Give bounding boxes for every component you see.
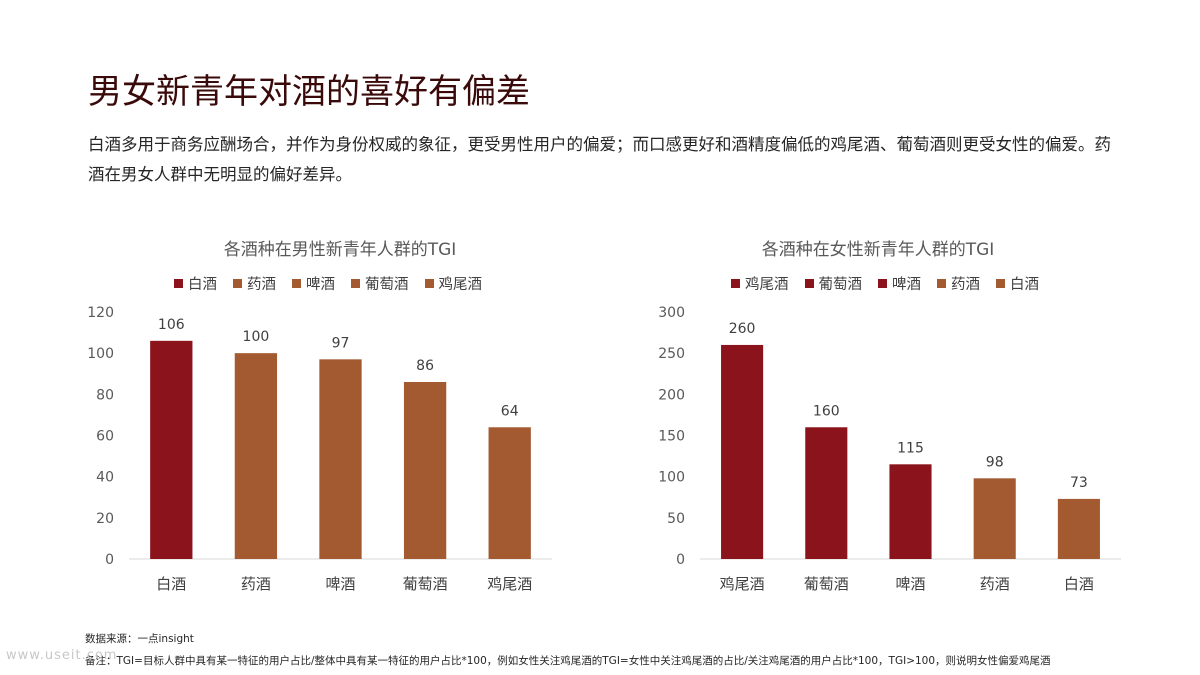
data-label: 100 bbox=[243, 329, 270, 345]
legend-swatch bbox=[292, 279, 301, 288]
bar bbox=[319, 359, 362, 559]
legend-swatch bbox=[731, 279, 740, 288]
data-label: 260 bbox=[729, 321, 756, 337]
legend-label: 葡萄酒 bbox=[365, 277, 409, 293]
y-tick-label: 100 bbox=[658, 470, 685, 486]
x-tick-label: 鸡尾酒 bbox=[487, 575, 532, 593]
legend-swatch bbox=[878, 279, 887, 288]
chart-female-tgi: 0 50 100 150 200 250 300 260 鸡尾酒 160 葡萄酒 115 啤酒 98 药酒 7… bbox=[658, 305, 1121, 593]
legend-label: 白酒 bbox=[188, 277, 217, 293]
legend-label: 药酒 bbox=[951, 277, 980, 293]
legend-swatch bbox=[804, 279, 814, 288]
legend-item: 白酒 bbox=[174, 273, 217, 294]
y-tick-label: 0 bbox=[105, 552, 114, 568]
legend-item: 白酒 bbox=[996, 273, 1039, 294]
data-label: 97 bbox=[332, 335, 350, 351]
legend-item: 啤酒 bbox=[292, 273, 335, 294]
legend-female: 鸡尾酒 葡萄酒 啤酒 药酒 白酒 bbox=[731, 273, 1039, 294]
data-label: 115 bbox=[897, 440, 924, 456]
legend-label: 白酒 bbox=[1010, 277, 1039, 293]
x-tick-label: 葡萄酒 bbox=[403, 575, 448, 593]
x-tick-label: 啤酒 bbox=[895, 575, 925, 593]
data-source: 数据来源：一点insight bbox=[85, 633, 194, 645]
bar bbox=[1057, 498, 1100, 559]
chart-title-female: 各酒种在女性新青年人群的TGI bbox=[761, 240, 995, 260]
bar bbox=[234, 353, 278, 559]
data-label: 98 bbox=[986, 454, 1004, 470]
chart-male-tgi: 0 20 40 60 80 100 120 106 白酒 100 药酒 97 啤酒 86 葡萄酒 64 鸡尾酒 bbox=[87, 305, 552, 593]
page-title: 男女新青年对酒的喜好有偏差 bbox=[88, 72, 530, 112]
x-tick-label: 啤酒 bbox=[325, 575, 355, 593]
y-tick-label: 20 bbox=[96, 511, 114, 527]
legend-label: 葡萄酒 bbox=[818, 277, 863, 293]
y-tick-label: 0 bbox=[676, 552, 685, 568]
bar bbox=[403, 381, 447, 559]
footnote: 备注：TGI=目标人群中具有某一特征的用户占比/整体中具有某一特征的用户占比*1… bbox=[85, 655, 1051, 667]
x-tick-label: 药酒 bbox=[241, 575, 271, 593]
y-tick-label: 40 bbox=[96, 470, 114, 486]
bar bbox=[889, 464, 932, 559]
legend-label: 鸡尾酒 bbox=[745, 277, 789, 293]
data-label: 160 bbox=[813, 403, 840, 419]
legend-swatch bbox=[351, 279, 360, 288]
y-tick-label: 50 bbox=[667, 511, 685, 527]
bar bbox=[488, 427, 531, 559]
y-tick-label: 300 bbox=[658, 305, 685, 321]
y-tick-label: 200 bbox=[658, 387, 685, 403]
legend-swatch bbox=[174, 279, 183, 288]
data-label: 86 bbox=[416, 358, 434, 374]
y-tick-label: 60 bbox=[96, 429, 114, 445]
legend-label: 药酒 bbox=[247, 277, 276, 293]
data-label: 106 bbox=[158, 317, 185, 333]
bar bbox=[721, 344, 764, 559]
data-label: 73 bbox=[1070, 475, 1088, 491]
legend-swatch bbox=[937, 279, 946, 288]
y-tick-label: 100 bbox=[87, 346, 114, 362]
legend-swatch bbox=[996, 279, 1005, 288]
page-subtitle: 白酒多用于商务应酬场合，并作为身份权威的象征，更受男性用户的偏爱；而口感更好和酒… bbox=[88, 135, 1111, 184]
legend-label: 啤酒 bbox=[306, 277, 335, 293]
bar bbox=[973, 478, 1016, 559]
legend-item: 药酒 bbox=[233, 273, 276, 294]
chart-title-male: 各酒种在男性新青年人群的TGI bbox=[223, 240, 457, 260]
y-tick-label: 250 bbox=[658, 346, 685, 362]
legend-item: 药酒 bbox=[937, 273, 980, 294]
x-tick-label: 鸡尾酒 bbox=[720, 575, 765, 593]
y-tick-label: 80 bbox=[96, 387, 114, 403]
legend-swatch bbox=[424, 279, 434, 288]
data-label: 64 bbox=[501, 403, 519, 419]
legend-swatch bbox=[233, 279, 242, 288]
x-tick-label: 药酒 bbox=[980, 575, 1010, 593]
legend-item: 啤酒 bbox=[878, 273, 921, 294]
y-tick-label: 150 bbox=[658, 429, 685, 445]
x-tick-label: 葡萄酒 bbox=[804, 575, 849, 593]
bar bbox=[150, 340, 193, 559]
legend-label: 鸡尾酒 bbox=[438, 277, 483, 293]
legend-item: 鸡尾酒 bbox=[731, 273, 789, 294]
x-tick-label: 白酒 bbox=[1064, 575, 1094, 593]
bar bbox=[805, 427, 848, 559]
legend-label: 啤酒 bbox=[892, 277, 921, 293]
legend-item: 葡萄酒 bbox=[804, 273, 863, 294]
watermark: www.useit.com bbox=[6, 648, 118, 663]
legend-item: 葡萄酒 bbox=[351, 273, 409, 294]
legend-item: 鸡尾酒 bbox=[424, 273, 483, 294]
x-tick-label: 白酒 bbox=[156, 575, 186, 593]
legend-male: 白酒 药酒 啤酒 葡萄酒 鸡尾酒 bbox=[174, 273, 482, 294]
y-tick-label: 120 bbox=[87, 305, 114, 321]
